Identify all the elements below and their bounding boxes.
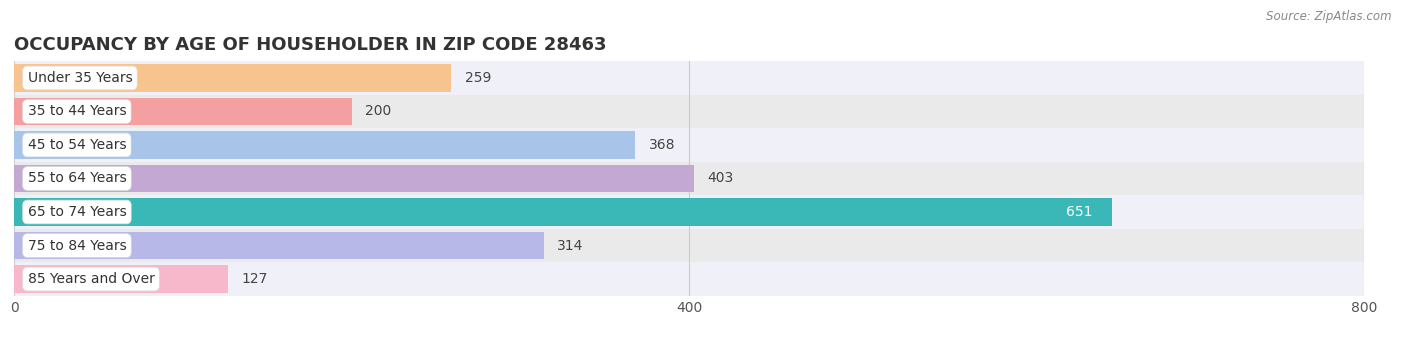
- Bar: [14, 64, 451, 92]
- Text: 200: 200: [366, 104, 391, 118]
- Bar: [14, 262, 1364, 296]
- Text: 403: 403: [707, 171, 734, 186]
- Text: 314: 314: [557, 239, 583, 253]
- Bar: [14, 95, 1364, 128]
- Text: 55 to 64 Years: 55 to 64 Years: [28, 171, 127, 186]
- Text: 127: 127: [242, 272, 269, 286]
- Text: 368: 368: [648, 138, 675, 152]
- Bar: [14, 232, 544, 259]
- Text: Source: ZipAtlas.com: Source: ZipAtlas.com: [1267, 10, 1392, 23]
- Bar: [14, 162, 1364, 195]
- Text: 85 Years and Over: 85 Years and Over: [28, 272, 155, 286]
- Text: 259: 259: [464, 71, 491, 85]
- Bar: [14, 165, 695, 192]
- Text: 35 to 44 Years: 35 to 44 Years: [28, 104, 127, 118]
- Text: 75 to 84 Years: 75 to 84 Years: [28, 239, 127, 253]
- Bar: [14, 61, 1364, 95]
- Text: 651: 651: [1066, 205, 1092, 219]
- Text: 45 to 54 Years: 45 to 54 Years: [28, 138, 127, 152]
- Text: 65 to 74 Years: 65 to 74 Years: [28, 205, 127, 219]
- Text: OCCUPANCY BY AGE OF HOUSEHOLDER IN ZIP CODE 28463: OCCUPANCY BY AGE OF HOUSEHOLDER IN ZIP C…: [14, 36, 606, 54]
- Text: Under 35 Years: Under 35 Years: [28, 71, 132, 85]
- Bar: [14, 265, 228, 293]
- Bar: [14, 198, 1112, 226]
- Bar: [14, 131, 636, 159]
- Bar: [14, 195, 1364, 229]
- Bar: [14, 128, 1364, 162]
- Bar: [14, 98, 352, 125]
- Bar: [14, 229, 1364, 262]
